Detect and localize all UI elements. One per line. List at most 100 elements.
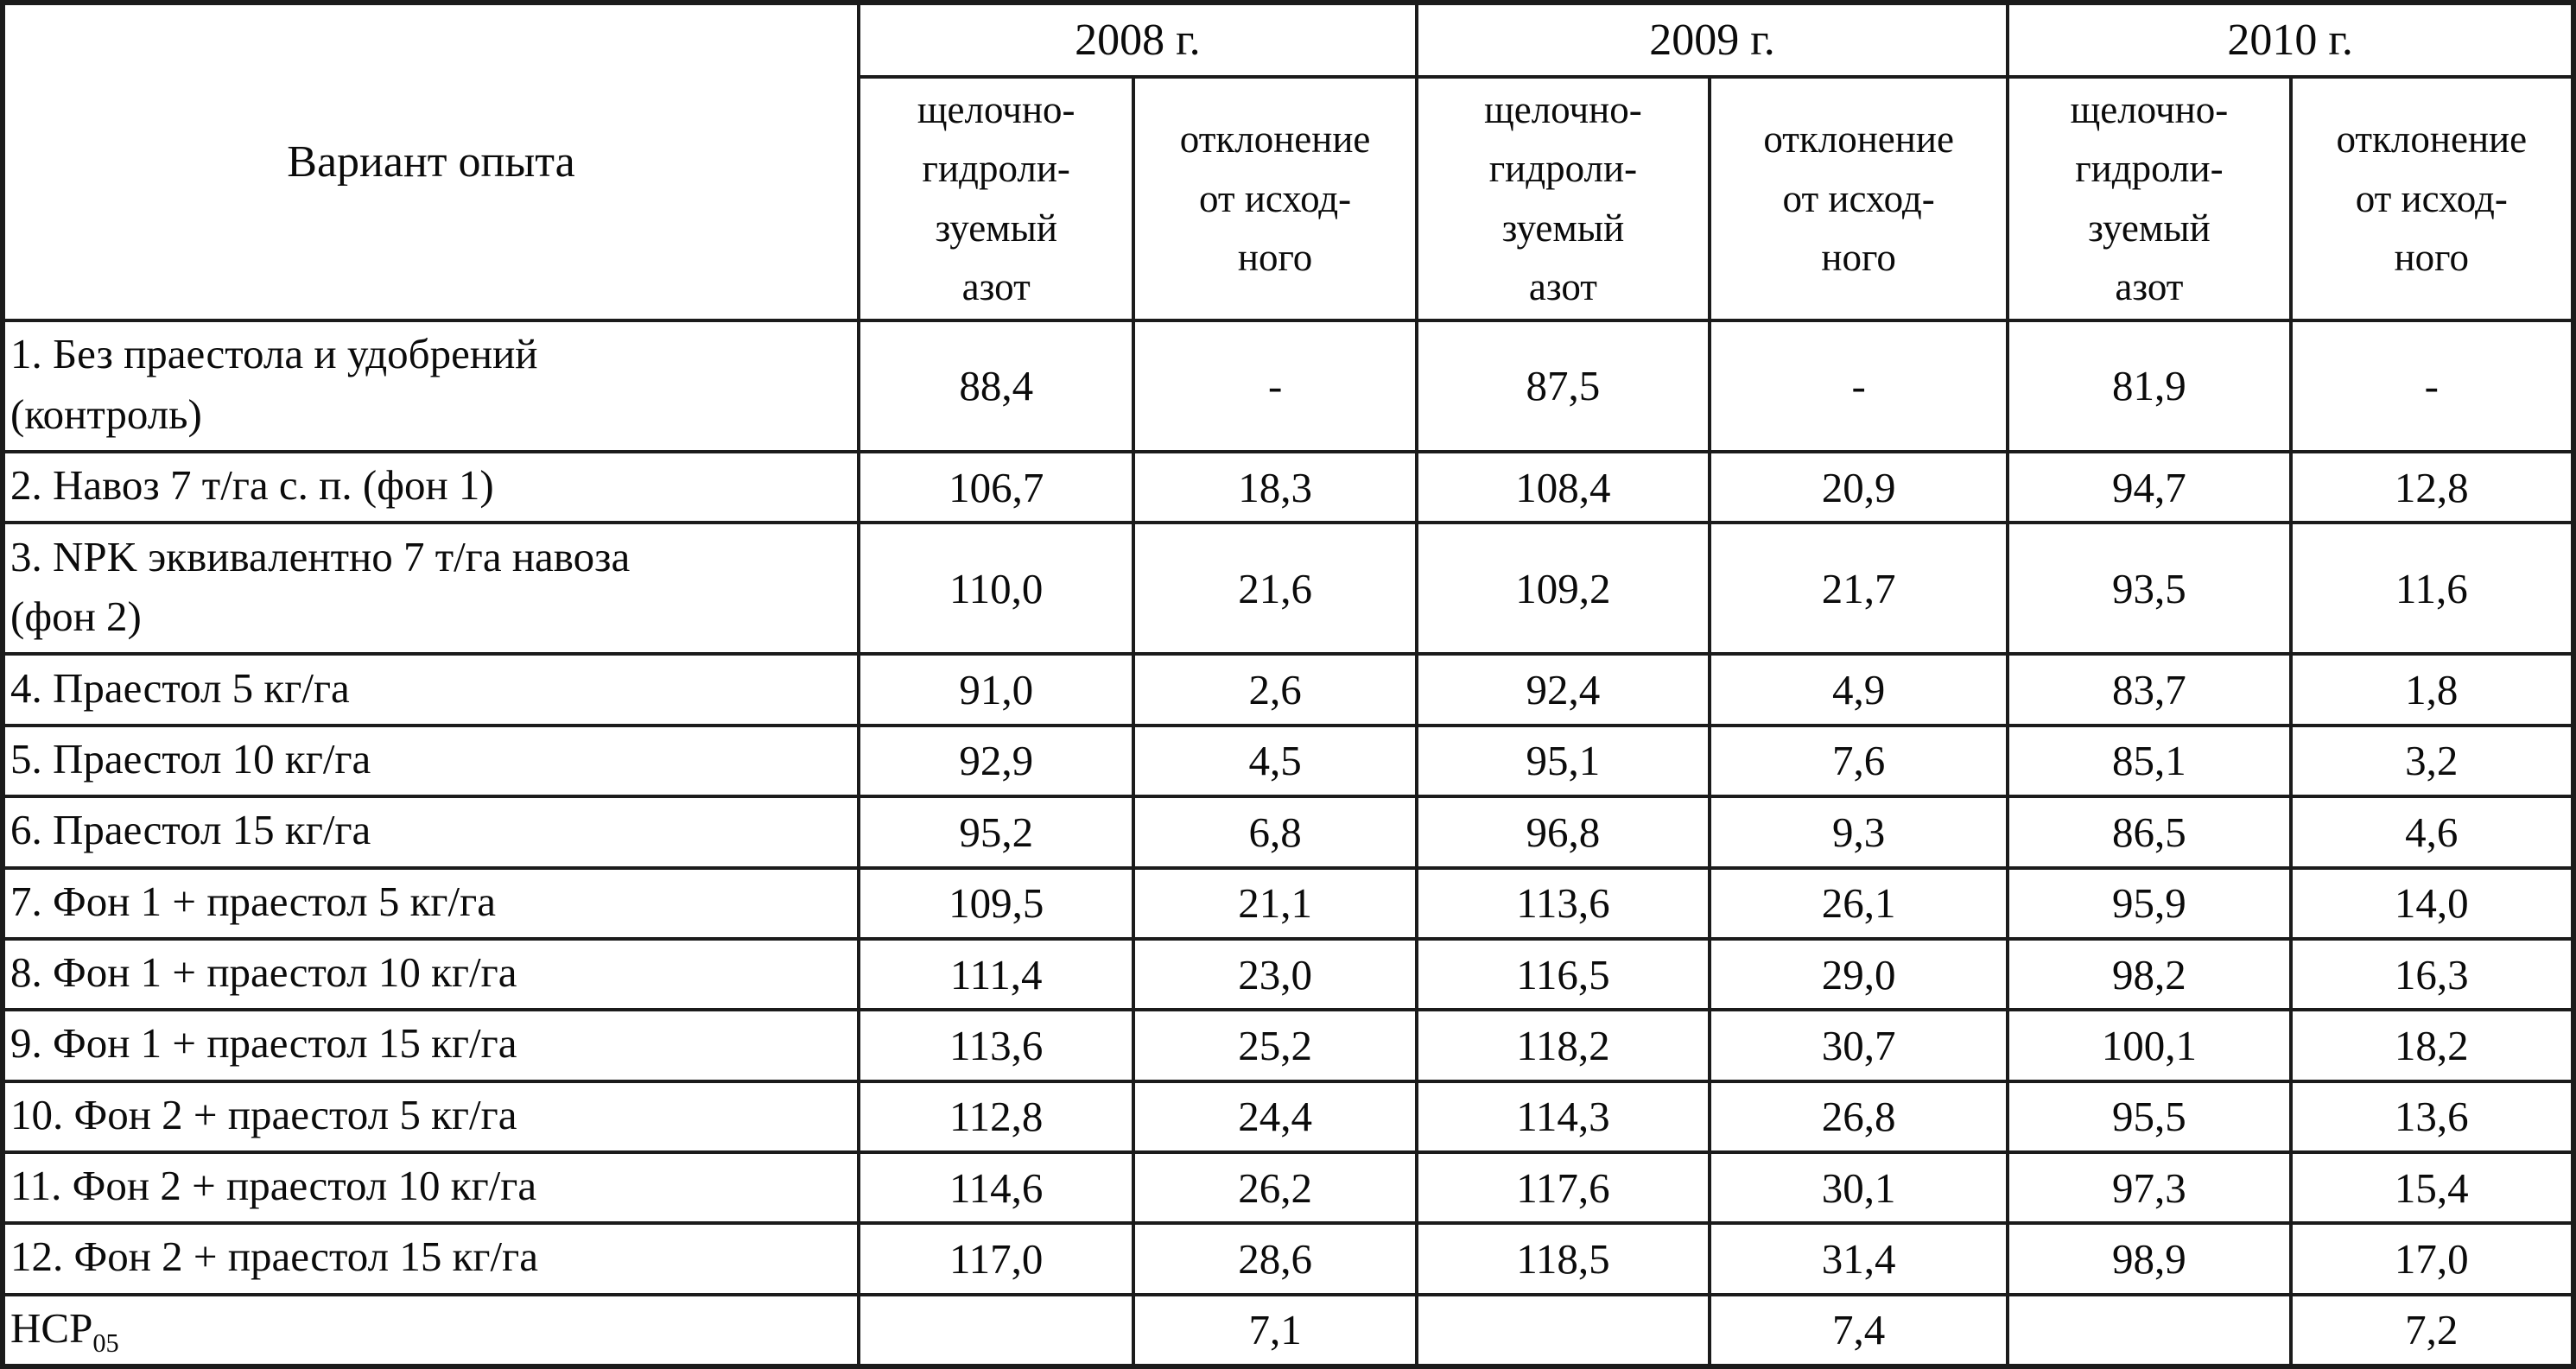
value-cell: 20,9 — [1708, 449, 2010, 525]
table-row: 7. Фон 1 + праестол 5 кг/га 109,5 21,1 1… — [1, 865, 2576, 941]
value-cell: 21,1 — [1132, 865, 1418, 941]
row-label-text: 10. Фон 2 + праестол 5 кг/га — [10, 1090, 517, 1138]
value-cell: 16,3 — [2288, 936, 2576, 1012]
value-cell: 7,4 — [1708, 1292, 2010, 1369]
nitrogen-header-2009: щелочно- гидроли- зуемый азот — [1414, 75, 1712, 322]
value-cell: 13,6 — [2288, 1079, 2576, 1154]
value-cell: 118,5 — [1414, 1221, 1712, 1296]
value-cell: - — [2288, 318, 2576, 453]
table-row: 8. Фон 1 + праестол 10 кг/га 111,4 23,0 … — [1, 936, 2576, 1012]
table-row: 2. Навоз 7 т/га с. п. (фон 1) 106,7 18,3… — [1, 449, 2576, 525]
row-label-text: 8. Фон 1 + праестол 10 кг/га — [10, 948, 517, 997]
value-cell: 106,7 — [856, 449, 1136, 525]
deviation-header-2008: отклонение от исход- ного — [1132, 75, 1418, 322]
nitrogen-header-2010: щелочно- гидроли- зуемый азот — [2006, 75, 2293, 322]
value-cell: 25,2 — [1132, 1008, 1418, 1083]
table-row: 5. Праестол 10 кг/га 92,9 4,5 95,1 7,6 8… — [1, 723, 2576, 799]
row-label-subscript: 05 — [92, 1328, 119, 1358]
table-row: НСР05 7,1 7,4 7,2 — [1, 1292, 2576, 1369]
value-cell — [2006, 1292, 2293, 1369]
year-header-2010: 2010 г. — [2006, 1, 2575, 79]
value-cell: 26,2 — [1132, 1150, 1418, 1226]
value-cell: 114,6 — [856, 1150, 1136, 1226]
nitrogen-header-2008: щелочно- гидроли- зуемый азот — [856, 75, 1136, 322]
row-label-text: 1. Без праестола и удобрений (контроль) — [10, 329, 538, 438]
value-cell: 95,1 — [1414, 723, 1712, 799]
row-label-cell: 6. Праестол 15 кг/га — [1, 795, 860, 870]
value-cell: 100,1 — [2006, 1008, 2293, 1083]
value-cell: 117,0 — [856, 1221, 1136, 1296]
value-cell — [856, 1292, 1136, 1369]
value-cell: 18,2 — [2288, 1008, 2576, 1083]
value-cell: 4,6 — [2288, 795, 2576, 870]
value-cell: 96,8 — [1414, 795, 1712, 870]
value-cell: 28,6 — [1132, 1221, 1418, 1296]
table-row: 3. NPK эквивалентно 7 т/га навоза (фон 2… — [1, 521, 2576, 656]
row-label-cell: НСР05 — [1, 1292, 860, 1369]
value-cell: 29,0 — [1708, 936, 2010, 1012]
value-cell: 26,8 — [1708, 1079, 2010, 1154]
table-body: 1. Без праестола и удобрений (контроль) … — [1, 318, 2576, 1369]
row-label-cell: 2. Навоз 7 т/га с. п. (фон 1) — [1, 449, 860, 525]
value-cell: 14,0 — [2288, 865, 2576, 941]
value-cell: 31,4 — [1708, 1221, 2010, 1296]
value-cell: 85,1 — [2006, 723, 2293, 799]
row-label-text: 2. Навоз 7 т/га с. п. (фон 1) — [10, 461, 494, 510]
value-cell — [1414, 1292, 1712, 1369]
value-cell: 18,3 — [1132, 449, 1418, 525]
value-cell: 92,4 — [1414, 652, 1712, 727]
value-cell: 6,8 — [1132, 795, 1418, 870]
row-label-cell: 12. Фон 2 + праестол 15 кг/га — [1, 1221, 860, 1296]
value-cell: 3,2 — [2288, 723, 2576, 799]
value-cell: 7,2 — [2288, 1292, 2576, 1369]
sub-header-row: щелочно- гидроли- зуемый азот отклонение… — [3, 75, 2576, 322]
value-cell: 23,0 — [1132, 936, 1418, 1012]
year-header-2008: 2008 г. — [857, 1, 1418, 79]
row-label-text: 4. Праестол 5 кг/га — [10, 663, 350, 712]
value-cell: 114,3 — [1414, 1079, 1712, 1154]
variant-header-cell: Вариант опыта — [1, 1, 860, 322]
row-label-cell: 8. Фон 1 + праестол 10 кг/га — [1, 936, 860, 1012]
row-label-cell: 5. Праестол 10 кг/га — [1, 723, 860, 799]
value-cell: 12,8 — [2288, 449, 2576, 525]
value-cell: 4,5 — [1132, 723, 1418, 799]
value-cell: 109,5 — [856, 865, 1136, 941]
value-cell: 88,4 — [856, 318, 1136, 453]
value-cell: 92,9 — [856, 723, 1136, 799]
value-cell: 95,5 — [2006, 1079, 2293, 1154]
value-cell: 21,7 — [1708, 521, 2010, 656]
value-cell: 94,7 — [2006, 449, 2293, 525]
value-cell: 109,2 — [1414, 521, 1712, 656]
value-cell: 98,2 — [2006, 936, 2293, 1012]
value-cell: 7,6 — [1708, 723, 2010, 799]
row-label-text: 9. Фон 1 + праестол 15 кг/га — [10, 1019, 517, 1068]
value-cell: 17,0 — [2288, 1221, 2576, 1296]
value-cell: 15,4 — [2288, 1150, 2576, 1226]
row-label-cell: 3. NPK эквивалентно 7 т/га навоза (фон 2… — [1, 521, 860, 656]
value-cell: - — [1708, 318, 2010, 453]
value-cell: 118,2 — [1414, 1008, 1712, 1083]
table-row: 4. Праестол 5 кг/га 91,0 2,6 92,4 4,9 83… — [1, 652, 2576, 727]
value-cell: - — [1132, 318, 1418, 453]
value-cell: 24,4 — [1132, 1079, 1418, 1154]
value-cell: 113,6 — [1414, 865, 1712, 941]
row-label-text: 7. Фон 1 + праестол 5 кг/га — [10, 877, 496, 925]
table-row: 6. Праестол 15 кг/га 95,2 6,8 96,8 9,3 8… — [1, 795, 2576, 870]
value-cell: 83,7 — [2006, 652, 2293, 727]
value-cell: 30,7 — [1708, 1008, 2010, 1083]
value-cell: 30,1 — [1708, 1150, 2010, 1226]
table-row: 9. Фон 1 + праестол 15 кг/га 113,6 25,2 … — [1, 1008, 2576, 1083]
value-cell: 2,6 — [1132, 652, 1418, 727]
row-label-cell: 7. Фон 1 + праестол 5 кг/га — [1, 865, 860, 941]
row-label-text: 6. Праестол 15 кг/га — [10, 806, 371, 854]
value-cell: 86,5 — [2006, 795, 2293, 870]
row-label-text: 5. Праестол 10 кг/га — [10, 735, 371, 783]
table-row: 1. Без праестола и удобрений (контроль) … — [1, 318, 2576, 453]
value-cell: 4,9 — [1708, 652, 2010, 727]
row-label-text: 11. Фон 2 + праестол 10 кг/га — [10, 1162, 537, 1210]
value-cell: 91,0 — [856, 652, 1136, 727]
value-cell: 97,3 — [2006, 1150, 2293, 1226]
row-label-text: 3. NPK эквивалентно 7 т/га навоза (фон 2… — [10, 532, 631, 641]
